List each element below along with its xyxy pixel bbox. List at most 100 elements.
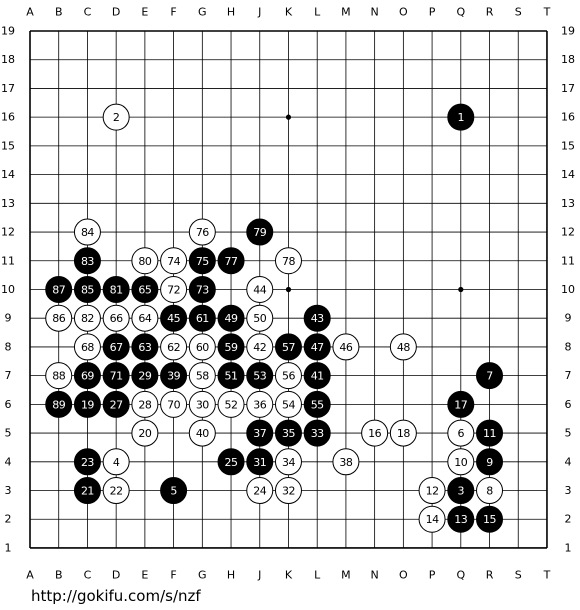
black-stone <box>102 333 130 361</box>
white-stone <box>188 333 216 361</box>
column-label: K <box>285 569 293 582</box>
move-number: 55 <box>311 398 324 411</box>
source-url: http://gokifu.com/s/nzf <box>31 587 201 605</box>
black-stone <box>447 103 475 131</box>
black-stone <box>476 362 504 390</box>
column-label: O <box>399 6 408 19</box>
column-label: E <box>141 6 148 19</box>
row-label: 17 <box>561 82 575 95</box>
row-label: 3 <box>565 484 572 497</box>
move-number: 59 <box>225 341 238 354</box>
move-number: 57 <box>282 341 295 354</box>
black-stone <box>73 362 101 390</box>
black-stone <box>102 275 130 303</box>
move-number: 43 <box>311 312 324 325</box>
row-label: 14 <box>561 168 575 181</box>
move-number: 63 <box>138 341 151 354</box>
column-label: D <box>112 569 120 582</box>
move-number: 62 <box>167 341 180 354</box>
move-number: 58 <box>196 370 209 383</box>
row-label: 6 <box>5 398 12 411</box>
move-number: 87 <box>52 283 65 296</box>
move-number: 5 <box>170 485 177 498</box>
black-stone <box>303 362 331 390</box>
column-label: M <box>341 6 351 19</box>
black-stone <box>45 390 73 418</box>
move-number: 81 <box>110 283 123 296</box>
row-label: 2 <box>565 513 572 526</box>
row-label: 12 <box>1 226 15 239</box>
black-stone <box>217 247 245 275</box>
move-number: 23 <box>81 456 94 469</box>
column-label: S <box>515 6 522 19</box>
white-stone <box>160 275 188 303</box>
star-point <box>285 286 292 293</box>
move-number: 78 <box>282 255 295 268</box>
move-number: 11 <box>483 427 496 440</box>
white-stone <box>217 390 245 418</box>
black-stone <box>131 275 159 303</box>
move-number: 41 <box>311 370 324 383</box>
move-number: 68 <box>81 341 94 354</box>
white-stone <box>274 390 302 418</box>
column-label: G <box>198 569 207 582</box>
column-label: S <box>515 569 522 582</box>
row-label: 15 <box>561 139 575 152</box>
move-number: 75 <box>196 255 209 268</box>
white-stone <box>476 477 504 505</box>
black-stone <box>303 419 331 447</box>
column-label: G <box>198 6 207 19</box>
white-stone <box>246 304 274 332</box>
move-number: 79 <box>253 226 266 239</box>
move-number: 45 <box>167 312 180 325</box>
column-label: D <box>112 6 120 19</box>
move-number: 32 <box>282 485 295 498</box>
move-number: 76 <box>196 226 209 239</box>
white-stone <box>389 419 417 447</box>
white-stone <box>332 448 360 476</box>
move-number: 80 <box>138 255 151 268</box>
move-number: 46 <box>339 341 352 354</box>
row-label: 4 <box>5 455 12 468</box>
white-stone <box>188 390 216 418</box>
black-stone <box>476 419 504 447</box>
white-stone <box>102 448 130 476</box>
column-label: H <box>227 569 235 582</box>
move-number: 64 <box>138 312 151 325</box>
black-stone <box>188 247 216 275</box>
column-label: A <box>26 569 34 582</box>
column-label: Q <box>456 6 465 19</box>
column-label: B <box>55 569 63 582</box>
white-stone <box>274 448 302 476</box>
move-number: 40 <box>196 427 209 440</box>
move-number: 7 <box>486 370 493 383</box>
black-stone <box>73 477 101 505</box>
row-label: 3 <box>5 484 12 497</box>
white-stone <box>418 477 446 505</box>
move-number: 35 <box>282 427 295 440</box>
move-number: 27 <box>110 398 123 411</box>
move-number: 47 <box>311 341 324 354</box>
move-number: 53 <box>253 370 266 383</box>
white-stone <box>102 477 130 505</box>
black-stone <box>73 275 101 303</box>
row-label: 15 <box>1 139 15 152</box>
white-stone <box>246 477 274 505</box>
black-stone <box>160 304 188 332</box>
row-label: 7 <box>565 369 572 382</box>
white-stone <box>418 505 446 533</box>
row-label: 4 <box>565 455 572 468</box>
row-label: 16 <box>1 111 15 124</box>
column-label: J <box>257 569 261 582</box>
row-label: 10 <box>561 283 575 296</box>
move-number: 14 <box>426 513 439 526</box>
row-label: 19 <box>1 25 15 38</box>
row-label: 11 <box>561 254 575 267</box>
move-number: 83 <box>81 255 94 268</box>
black-stone <box>217 333 245 361</box>
black-stone <box>73 247 101 275</box>
move-number: 56 <box>282 370 295 383</box>
row-label: 11 <box>1 254 15 267</box>
move-number: 10 <box>454 456 467 469</box>
